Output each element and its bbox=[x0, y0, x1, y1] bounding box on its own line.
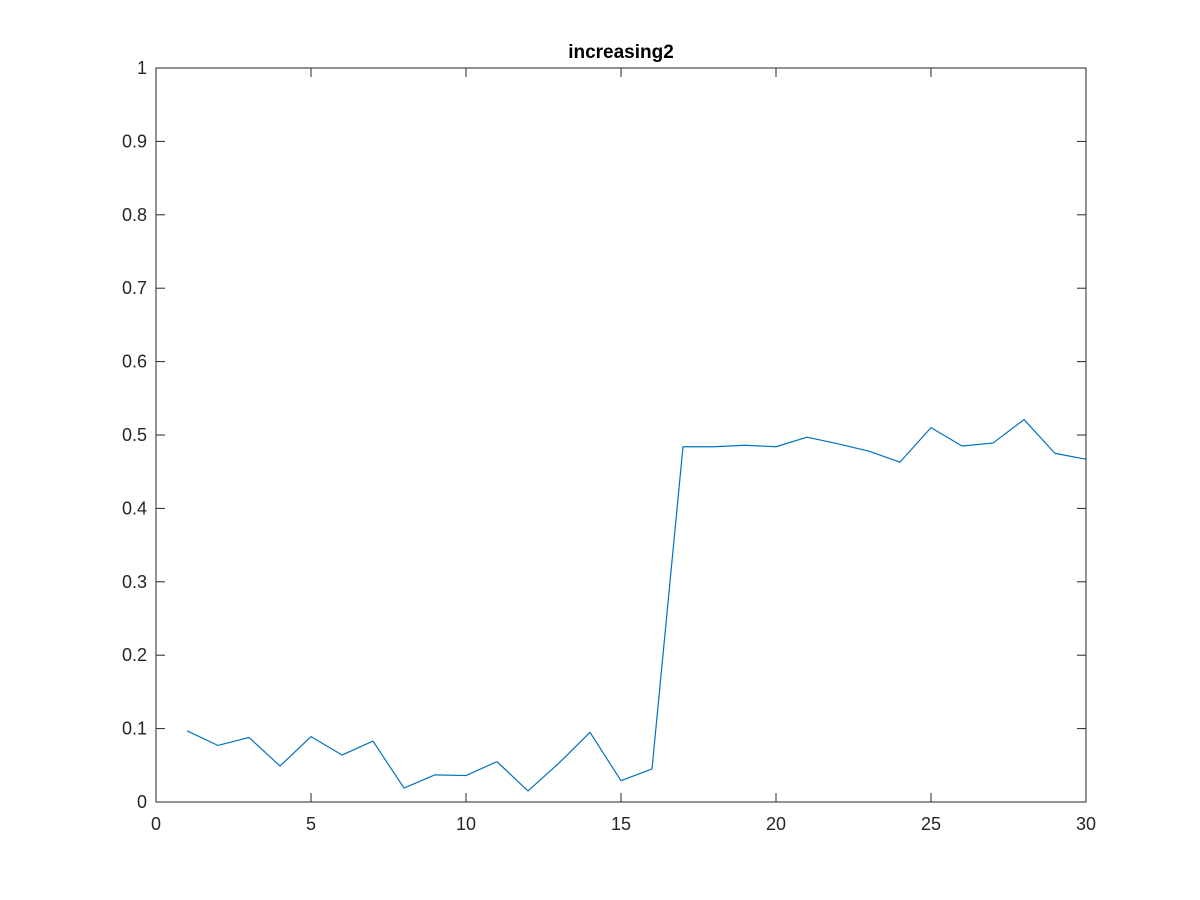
x-tick-label: 5 bbox=[306, 814, 316, 834]
x-tick-label: 15 bbox=[611, 814, 631, 834]
x-tick-label: 20 bbox=[766, 814, 786, 834]
x-tick-label: 0 bbox=[151, 814, 161, 834]
axes-box bbox=[155, 67, 1087, 803]
y-tick-label: 0.8 bbox=[122, 205, 147, 225]
y-tick-label: 0.9 bbox=[122, 131, 147, 151]
y-tick-label: 0.5 bbox=[122, 425, 147, 445]
y-tick-label: 0.3 bbox=[122, 572, 147, 592]
y-tick-label: 0.7 bbox=[122, 278, 147, 298]
y-tick-label: 0.2 bbox=[122, 645, 147, 665]
y-tick-label: 0.6 bbox=[122, 352, 147, 372]
axis-tick-labels: 0 5 10 15 20 25 30 0 0.1 0.2 0.3 0.4 0.5 0.6 0.7 0.8 0.9… bbox=[122, 58, 1096, 834]
y-tick-label: 0.4 bbox=[122, 498, 147, 518]
x-tick-label: 25 bbox=[921, 814, 941, 834]
x-tick-label: 10 bbox=[456, 814, 476, 834]
series-group bbox=[186, 418, 1087, 792]
x-tick-label: 30 bbox=[1076, 814, 1096, 834]
y-tick-label: 0.1 bbox=[122, 719, 147, 739]
y-tick-label: 1 bbox=[137, 58, 147, 78]
y-tick-label: 0 bbox=[137, 792, 147, 812]
axes-background bbox=[156, 68, 1086, 802]
series-line bbox=[186, 418, 1087, 792]
chart-title: increasing2 bbox=[568, 42, 674, 63]
